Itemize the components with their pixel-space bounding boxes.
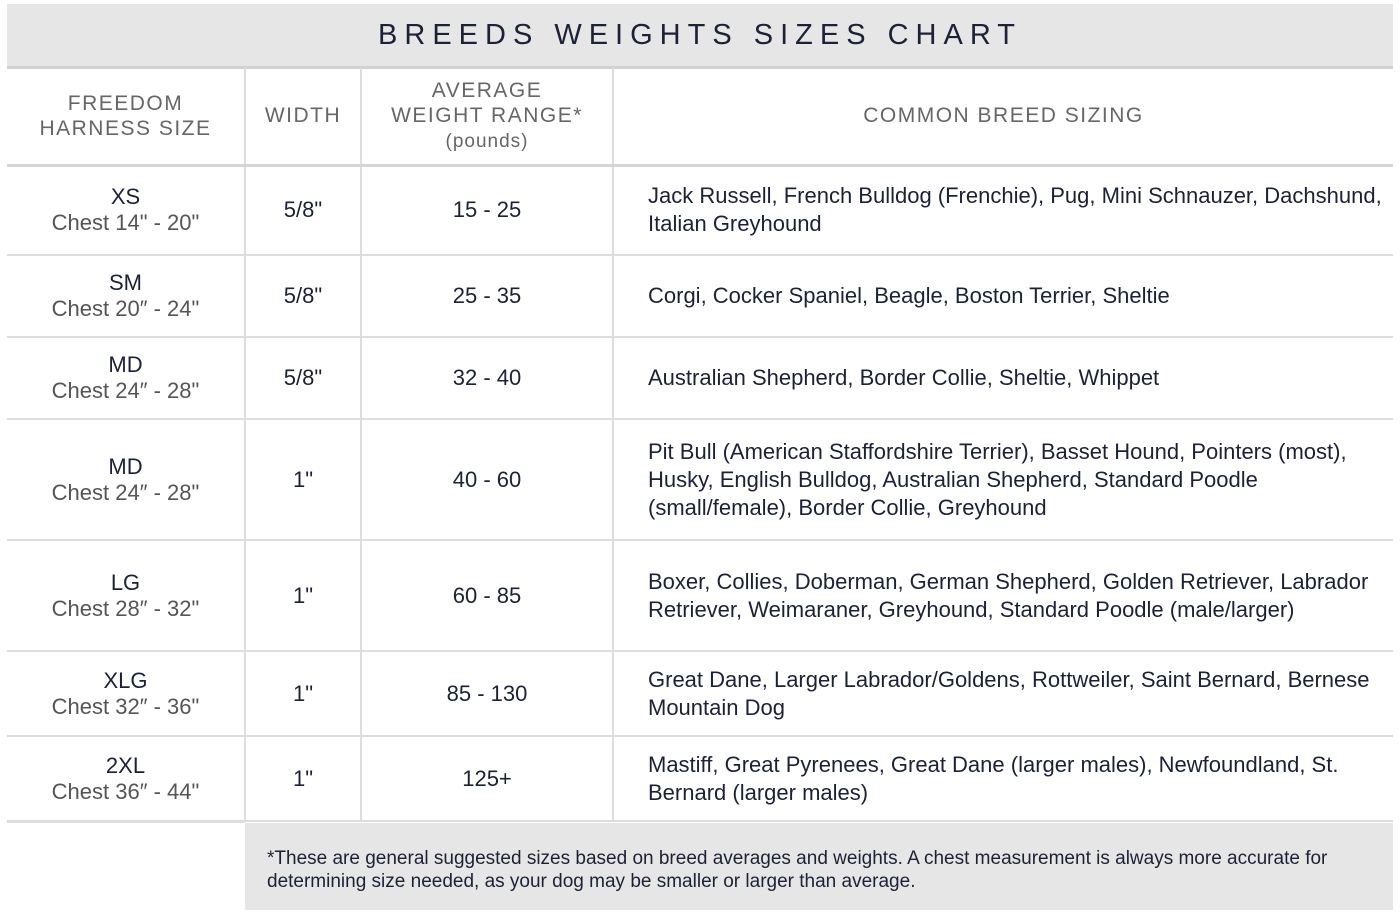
size-label: 2XL (105, 752, 146, 778)
header-breeds: COMMON BREED SIZING (612, 68, 1393, 167)
width-cell: 1" (244, 540, 361, 652)
weight-cell: 25 - 35 (360, 255, 613, 338)
width-cell: 5/8" (244, 165, 361, 256)
size-cell: LG Chest 28″ - 32" (7, 540, 245, 652)
size-cell: MD Chest 24″ - 28" (7, 337, 245, 420)
size-label: MD (108, 352, 143, 377)
header-weight-line2: WEIGHT RANGE* (391, 103, 583, 127)
weight-cell: 85 - 130 (360, 651, 613, 737)
header-weight-line1: AVERAGE (431, 78, 543, 102)
header-width: WIDTH (244, 68, 361, 167)
header-row: FREEDOM HARNESS SIZE WIDTH AVERAGE WEIGHT … (7, 68, 1393, 167)
width-cell: 1" (244, 419, 361, 541)
table-row: SM Chest 20″ - 24" 5/8" 25 - 35 Corgi, Co… (7, 255, 1393, 338)
header-weight: AVERAGE WEIGHT RANGE* (pounds) (360, 68, 613, 167)
header-size-line2: HARNESS SIZE (39, 116, 212, 140)
chest-range: Chest 24″ - 28" (51, 479, 200, 505)
breeds-cell: Pit Bull (American Staffordshire Terrier… (612, 419, 1393, 541)
size-label: MD (108, 453, 143, 479)
footnote: *These are general suggested sizes based… (245, 823, 1393, 910)
width-cell: 5/8" (244, 255, 361, 338)
table-row: XS Chest 14" - 20" 5/8" 15 - 25 Jack Russ… (7, 165, 1393, 256)
table-row: LG Chest 28″ - 32" 1" 60 - 85 Boxer, Coll… (7, 540, 1393, 652)
width-cell: 5/8" (244, 337, 361, 420)
table-row: MD Chest 24″ - 28" 5/8" 32 - 40 Australia… (7, 337, 1393, 420)
chest-range: Chest 28″ - 32" (51, 595, 200, 621)
header-size-line1: FREEDOM (67, 91, 184, 115)
header-weight-unit: (pounds) (445, 130, 529, 152)
header-size: FREEDOM HARNESS SIZE (7, 68, 245, 167)
chest-range: Chest 20″ - 24" (51, 296, 200, 321)
size-table: FREEDOM HARNESS SIZE WIDTH AVERAGE WEIGHT … (7, 68, 1393, 822)
chest-range: Chest 24″ - 28" (51, 378, 200, 403)
width-cell: 1" (244, 736, 361, 822)
breeds-cell: Mastiff, Great Pyrenees, Great Dane (lar… (612, 736, 1393, 822)
breeds-cell: Jack Russell, French Bulldog (Frenchie),… (612, 165, 1393, 256)
chest-range: Chest 14" - 20" (51, 210, 200, 236)
title-band: BREEDS WEIGHTS SIZES CHART (7, 4, 1393, 69)
size-label: LG (110, 569, 141, 595)
weight-cell: 32 - 40 (360, 337, 613, 420)
weight-cell: 15 - 25 (360, 165, 613, 256)
breeds-cell: Corgi, Cocker Spaniel, Beagle, Boston Te… (612, 255, 1393, 338)
divider (7, 821, 245, 823)
size-cell: XLG Chest 32″ - 36" (7, 651, 245, 737)
size-cell: XS Chest 14" - 20" (7, 165, 245, 256)
chest-range: Chest 32″ - 36" (51, 693, 200, 719)
chart-title: BREEDS WEIGHTS SIZES CHART (378, 18, 1022, 51)
breeds-cell: Great Dane, Larger Labrador/Goldens, Rot… (612, 651, 1393, 737)
size-label: SM (109, 270, 142, 295)
size-label: XLG (103, 667, 148, 693)
breeds-cell: Australian Shepherd, Border Collie, Shel… (612, 337, 1393, 420)
size-cell: 2XL Chest 36″ - 44" (7, 736, 245, 822)
weight-cell: 125+ (360, 736, 613, 822)
width-cell: 1" (244, 651, 361, 737)
table-row: XLG Chest 32″ - 36" 1" 85 - 130 Great Dan… (7, 651, 1393, 737)
weight-cell: 40 - 60 (360, 419, 613, 541)
weight-cell: 60 - 85 (360, 540, 613, 652)
table-row: MD Chest 24″ - 28" 1" 40 - 60 Pit Bull (A… (7, 419, 1393, 541)
table-row: 2XL Chest 36″ - 44" 1" 125+ Mastiff, Grea… (7, 736, 1393, 822)
size-cell: MD Chest 24″ - 28" (7, 419, 245, 541)
size-label: XS (110, 184, 141, 210)
chest-range: Chest 36″ - 44" (51, 778, 200, 804)
breeds-cell: Boxer, Collies, Doberman, German Shepher… (612, 540, 1393, 652)
size-cell: SM Chest 20″ - 24" (7, 255, 245, 338)
